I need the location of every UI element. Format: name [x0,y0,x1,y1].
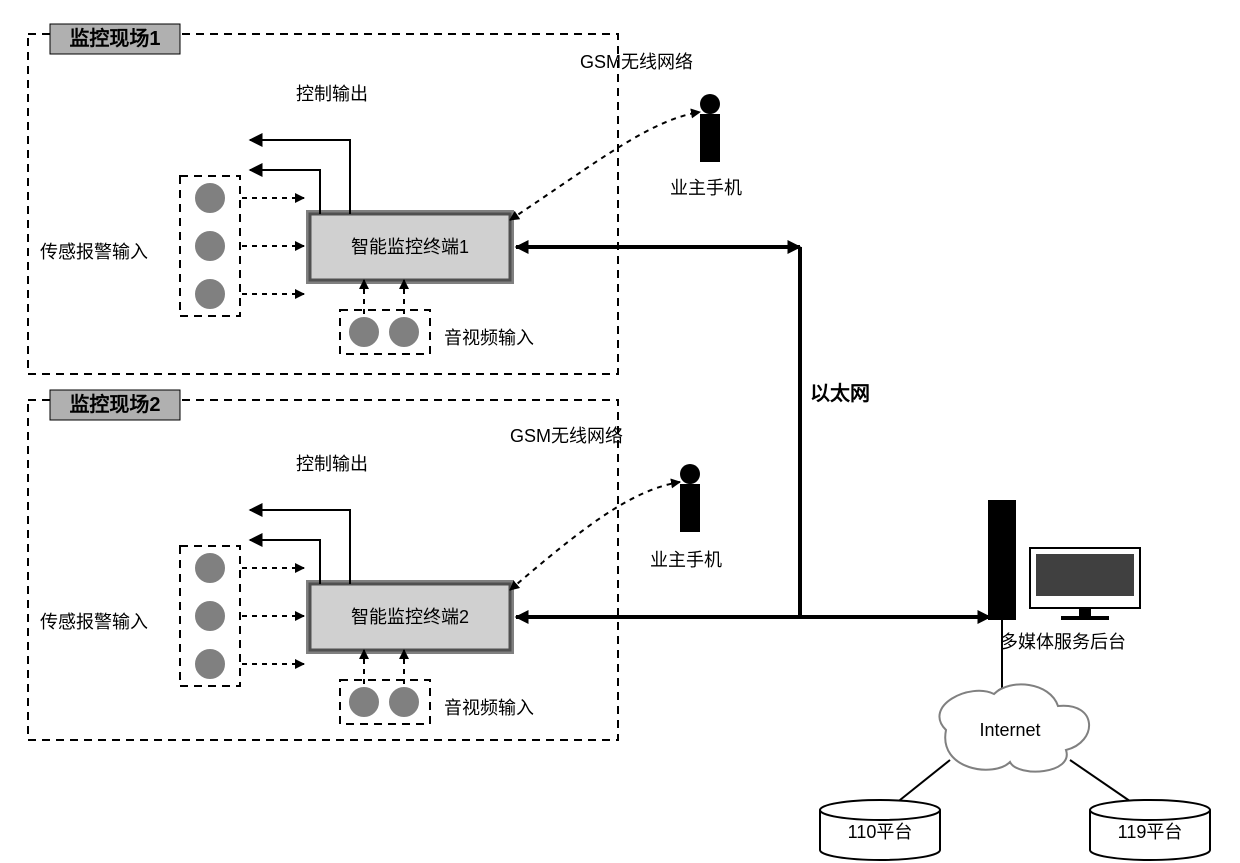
site-title: 监控现场2 [69,392,160,416]
sensor-icon [196,554,224,582]
terminal-label: 智能监控终端2 [351,607,469,627]
av-icon [390,688,418,716]
av-icon [350,688,378,716]
phone-icon [680,484,700,532]
platform-icon [820,800,940,820]
phone-icon [680,464,700,484]
control-output-label: 控制输出 [296,84,368,104]
phone-label: 业主手机 [670,178,742,198]
sensor-icon [196,232,224,260]
sensor-icon [196,650,224,678]
monitor-screen [1036,554,1134,596]
sensor-icon [196,280,224,308]
gsm-link [510,482,680,590]
av-label: 音视频输入 [444,328,534,348]
platform-label: 119平台 [1118,822,1183,842]
gsm-label: GSM无线网络 [580,52,693,72]
platform-label: 110平台 [848,822,913,842]
av-icon [350,318,378,346]
terminal-label: 智能监控终端1 [351,237,469,257]
sensor-icon [196,184,224,212]
phone-label: 业主手机 [650,550,722,570]
control-output-label: 控制输出 [296,454,368,474]
server-tower-icon [988,500,1016,620]
phone-icon [700,94,720,114]
av-label: 音视频输入 [444,698,534,718]
av-icon [390,318,418,346]
site-title: 监控现场1 [69,26,160,50]
phone-icon [700,114,720,162]
gsm-link [510,112,700,220]
server-label: 多媒体服务后台 [1000,632,1126,652]
internet-label: Internet [979,720,1040,740]
gsm-label: GSM无线网络 [510,426,623,446]
sensor-icon [196,602,224,630]
platform-icon [1090,800,1210,820]
ethernet-label: 以太网 [810,382,870,405]
sensor-label: 传感报警输入 [40,242,148,262]
sensor-label: 传感报警输入 [40,612,148,632]
